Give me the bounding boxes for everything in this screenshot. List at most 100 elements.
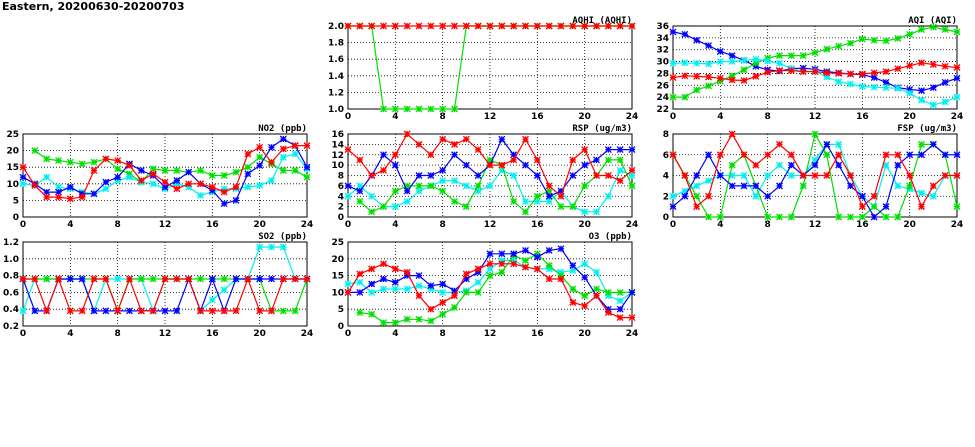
- data-point-marker: [161, 307, 169, 315]
- series-line-blue: [22, 277, 307, 313]
- data-point-marker: [368, 280, 376, 288]
- data-point-marker: [811, 156, 819, 164]
- x-tick-label: 8: [440, 220, 446, 230]
- data-point-marker: [380, 285, 387, 293]
- data-point-marker: [728, 182, 736, 190]
- data-point-marker: [90, 307, 98, 315]
- data-point-marker: [681, 187, 689, 195]
- y-tick-label: 4: [663, 172, 669, 182]
- data-point-marker: [220, 275, 228, 283]
- data-point-marker: [439, 135, 447, 143]
- data-point-marker: [870, 36, 878, 44]
- data-point-marker: [291, 307, 299, 315]
- x-tick-label: 16: [856, 112, 869, 122]
- data-point-marker: [545, 246, 553, 254]
- x-tick-label: 0: [670, 220, 676, 230]
- data-point-marker: [953, 172, 961, 179]
- data-point-marker: [220, 172, 228, 179]
- data-point-marker: [279, 243, 287, 251]
- data-point-marker: [208, 275, 216, 283]
- data-point-marker: [486, 22, 494, 30]
- y-tick-label: 15: [331, 272, 344, 282]
- x-tick-label: 4: [717, 112, 723, 122]
- x-tick-label: 4: [392, 329, 398, 339]
- data-point-marker: [486, 250, 494, 258]
- data-point-marker: [799, 182, 807, 190]
- data-point-marker: [545, 22, 553, 30]
- data-point-marker: [894, 151, 902, 159]
- data-point-marker: [403, 315, 411, 323]
- x-tick-label: 20: [903, 112, 916, 122]
- data-point-marker: [953, 64, 961, 71]
- data-point-marker: [356, 187, 364, 195]
- data-point-marker: [256, 243, 264, 251]
- data-point-marker: [256, 182, 264, 189]
- data-point-marker: [415, 315, 423, 323]
- data-point-marker: [882, 151, 890, 159]
- data-point-marker: [462, 22, 470, 30]
- data-point-marker: [244, 183, 252, 191]
- data-point-marker: [882, 78, 890, 86]
- data-point-marker: [858, 70, 866, 78]
- data-point-marker: [569, 262, 577, 269]
- x-tick-label: 8: [115, 220, 121, 230]
- data-point-marker: [823, 73, 831, 81]
- data-point-marker: [510, 260, 518, 268]
- data-point-marker: [681, 72, 689, 80]
- data-point-marker: [929, 192, 937, 200]
- data-point-marker: [870, 69, 878, 77]
- x-tick-label: 16: [206, 220, 219, 230]
- data-point-marker: [764, 151, 772, 159]
- data-point-marker: [906, 182, 914, 190]
- data-point-marker: [593, 156, 600, 164]
- data-point-marker: [533, 22, 541, 30]
- data-point-marker: [303, 142, 311, 150]
- data-point-marker: [149, 170, 157, 178]
- data-point-marker: [847, 80, 854, 88]
- chart-title: O3 (ppb): [589, 232, 632, 242]
- y-tick-label: 5: [338, 305, 344, 315]
- data-point-marker: [380, 275, 387, 283]
- data-point-marker: [811, 49, 819, 57]
- y-tick-label: 1.4: [328, 72, 344, 82]
- data-point-marker: [403, 268, 411, 276]
- data-point-marker: [557, 245, 565, 253]
- data-point-marker: [787, 161, 795, 169]
- data-point-marker: [728, 172, 736, 179]
- data-point-marker: [149, 180, 157, 188]
- y-tick-label: 28: [656, 69, 669, 79]
- series-green: [356, 156, 636, 216]
- data-point-marker: [498, 22, 506, 30]
- chart-no2: 0 5 10 15 20 25 0 4 8 12 16 20 24 NO2 (ppb): [6, 124, 313, 230]
- data-point-marker: [752, 161, 760, 169]
- data-point-marker: [628, 182, 636, 190]
- data-point-marker: [137, 167, 145, 174]
- data-point-marker: [498, 257, 506, 264]
- y-tick-label: 32: [656, 46, 669, 56]
- data-point-marker: [628, 288, 636, 296]
- data-point-marker: [197, 167, 204, 174]
- data-point-marker: [740, 56, 748, 64]
- data-point-marker: [545, 192, 553, 200]
- x-tick-label: 12: [809, 112, 822, 122]
- data-point-marker: [918, 96, 925, 104]
- data-point-marker: [941, 62, 949, 70]
- data-point-marker: [569, 203, 577, 211]
- data-point-marker: [557, 22, 565, 30]
- data-point-marker: [462, 161, 470, 169]
- x-tick-label: 4: [392, 112, 398, 122]
- data-point-marker: [173, 177, 181, 184]
- x-tick-label: 0: [345, 220, 351, 230]
- data-point-marker: [787, 52, 795, 60]
- data-point-marker: [356, 156, 364, 164]
- data-point-marker: [752, 182, 760, 190]
- data-point-marker: [581, 292, 589, 300]
- data-point-marker: [545, 265, 553, 273]
- data-point-marker: [533, 250, 541, 258]
- data-point-marker: [114, 177, 122, 184]
- data-point-marker: [811, 68, 819, 76]
- data-point-marker: [835, 42, 843, 50]
